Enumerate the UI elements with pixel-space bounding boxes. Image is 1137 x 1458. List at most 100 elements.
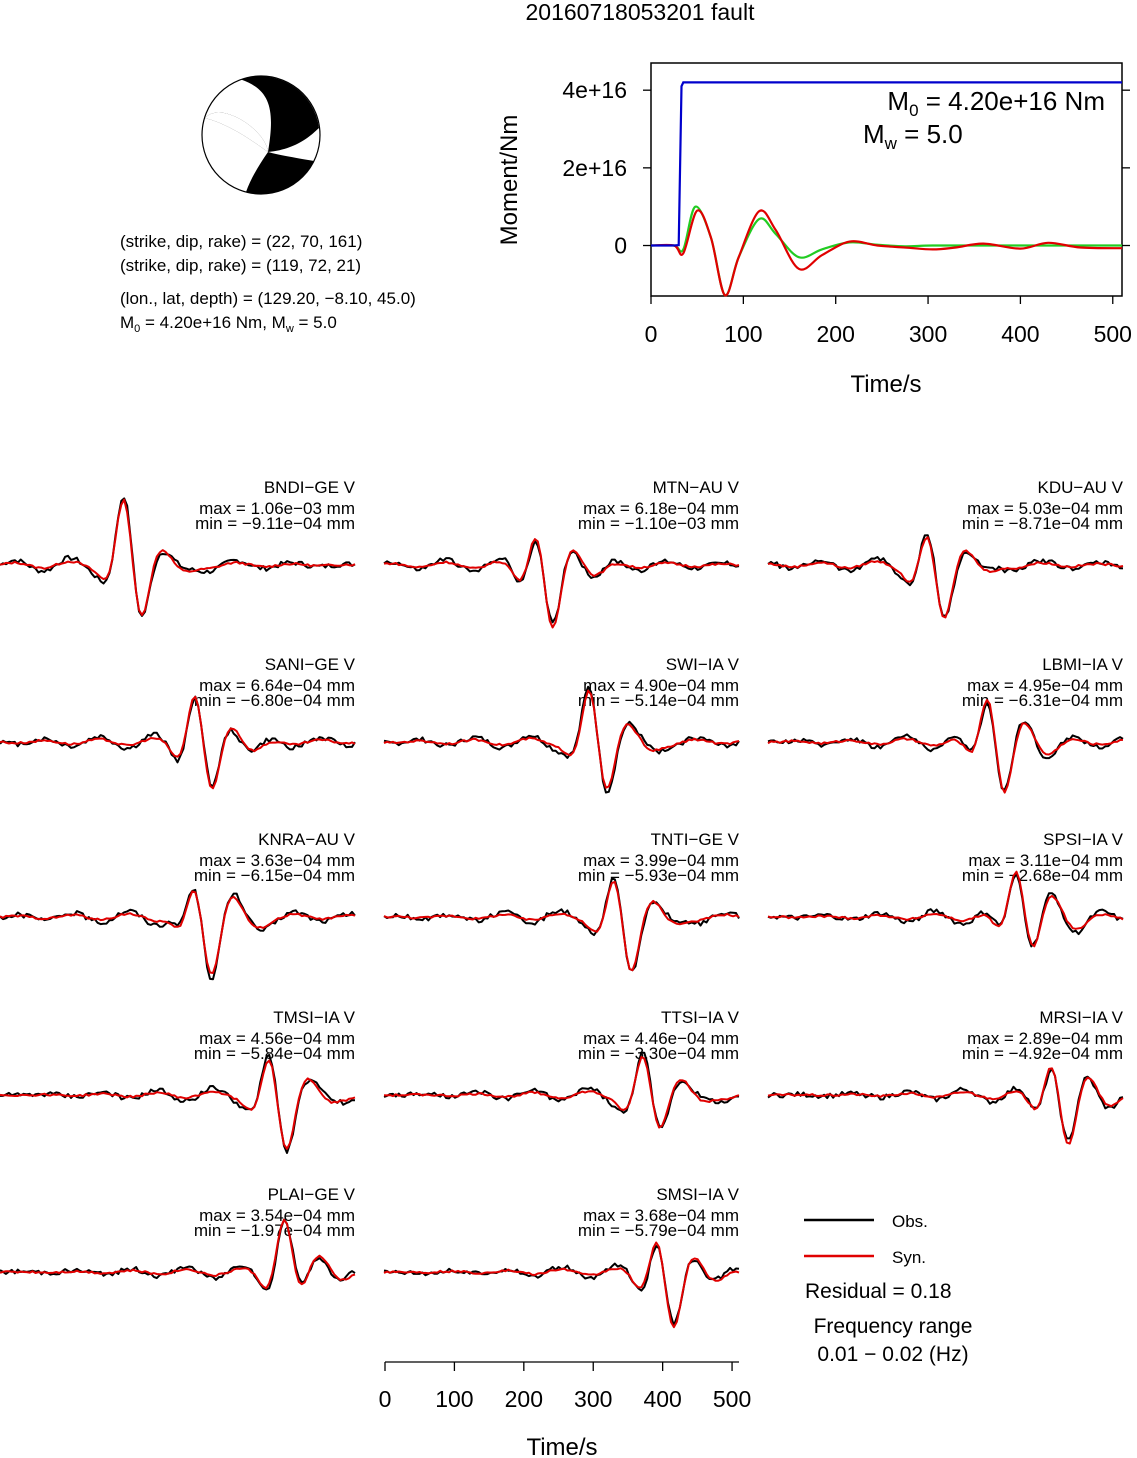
station-min: min = −3.30e−04 mm [578, 1044, 739, 1063]
moment-xlabel: Time/s [850, 371, 921, 398]
moment-y-tick-label: 4e+16 [562, 77, 627, 103]
station-min: min = −4.92e−04 mm [962, 1044, 1123, 1063]
observed-trace [767, 872, 1124, 948]
synthetic-trace [0, 498, 356, 616]
station-max: max = 4.95e−04 mm [967, 676, 1123, 695]
observed-trace [767, 700, 1124, 791]
station-name: SANI−GE V [265, 655, 356, 674]
moment-plot-series [650, 81, 1123, 297]
station-max: max = 3.99e−04 mm [583, 851, 739, 870]
station-name: TMSI−IA V [273, 1008, 355, 1027]
waveform-x-tick-label: 0 [379, 1386, 392, 1412]
moment-curve [651, 81, 1122, 247]
waveform-x-tick-label: 300 [574, 1386, 612, 1412]
station-min: min = −8.71e−04 mm [962, 514, 1123, 533]
station-min: min = −1.97e−04 mm [194, 1221, 355, 1240]
moment-plot-axes: 0 100 200 300 400 500 0 2e+16 4e+16 [562, 77, 1132, 347]
station-min: min = −9.11e−04 mm [195, 514, 355, 533]
observed-trace [767, 534, 1124, 617]
synthetic-trace [383, 1056, 740, 1129]
moment-x-tick-label: 100 [724, 321, 762, 347]
waveform-x-tick-label: 500 [713, 1386, 751, 1412]
station-min: min = −5.84e−04 mm [194, 1044, 355, 1063]
station-min: min = −2.68e−04 mm [962, 866, 1123, 885]
red-curve [650, 209, 1123, 297]
station-name: SMSI−IA V [656, 1185, 739, 1204]
frequency-range-title: Frequency range [814, 1315, 973, 1338]
moment-y-tick-label: 0 [614, 233, 627, 259]
observed-trace [0, 1053, 356, 1154]
figure-title: 20160718053201 fault [526, 0, 756, 25]
synthetic-trace [767, 536, 1124, 619]
synthetic-trace [767, 1067, 1124, 1145]
station-max: max = 5.03e−04 mm [967, 499, 1123, 518]
station-name: KNRA−AU V [258, 830, 355, 849]
station-max: max = 1.06e−03 mm [199, 499, 355, 518]
moment-x-tick-label: 500 [1094, 321, 1132, 347]
legend-obs-label: Obs. [892, 1212, 928, 1231]
moment-line: M0 = 4.20e+16 Nm, Mw = 5.0 [120, 313, 337, 335]
synthetic-trace [0, 1059, 356, 1150]
station-name: MRSI−IA V [1039, 1008, 1123, 1027]
moment-annotation-mw: Mw = 5.0 [863, 119, 963, 153]
waveform-x-tick-label: 200 [505, 1386, 543, 1412]
moment-annotation-m0: M0 = 4.20e+16 Nm [887, 86, 1105, 120]
station-min: min = −1.10e−03 mm [578, 514, 739, 533]
observed-trace [0, 888, 356, 981]
station-max: max = 3.68e−04 mm [583, 1206, 739, 1225]
mechanism-info: (strike, dip, rake) = (22, 70, 161) (str… [120, 232, 416, 335]
station-min: min = −5.14e−04 mm [578, 691, 739, 710]
station-min: min = −6.80e−04 mm [194, 691, 355, 710]
legend: Obs. Syn. Residual = 0.18 Frequency rang… [804, 1212, 972, 1366]
moment-plot: 0 100 200 300 400 500 0 2e+16 4e+16 M0 = 4.20e+1… [496, 62, 1132, 398]
station-max: max = 3.11e−04 mm [968, 851, 1123, 870]
observed-trace [383, 877, 740, 972]
observed-trace [383, 1051, 739, 1129]
legend-syn-label: Syn. [892, 1248, 926, 1267]
moment-x-tick-label: 0 [645, 321, 658, 347]
station-name: BNDI−GE V [264, 478, 356, 497]
synthetic-trace [0, 1218, 356, 1290]
beachball [201, 75, 321, 195]
synthetic-trace [0, 890, 356, 974]
station-max: max = 4.56e−04 mm [199, 1029, 355, 1048]
station-max: max = 3.54e−04 mm [199, 1206, 355, 1225]
synthetic-trace [383, 689, 740, 789]
residual-text: Residual = 0.18 [805, 1280, 952, 1303]
waveform-x-tick-label: 100 [435, 1386, 473, 1412]
moment-x-tick-label: 300 [909, 321, 947, 347]
station-max: max = 6.64e−04 mm [199, 676, 355, 695]
station-max: max = 6.18e−04 mm [583, 499, 739, 518]
station-name: SPSI−IA V [1043, 830, 1124, 849]
station-name: PLAI−GE V [268, 1185, 356, 1204]
moment-ylabel: Moment/Nm [496, 115, 523, 246]
synthetic-trace [383, 538, 740, 629]
nodal-plane-1: (strike, dip, rake) = (22, 70, 161) [120, 232, 362, 251]
station-name: TNTI−GE V [651, 830, 740, 849]
station-name: KDU−AU V [1038, 478, 1124, 497]
observed-trace [383, 539, 740, 624]
synthetic-trace [383, 880, 740, 972]
waveform-xlabel: Time/s [526, 1434, 597, 1458]
station-min: min = −6.15e−04 mm [194, 866, 355, 885]
observed-trace [383, 1245, 740, 1327]
station-max: max = 2.89e−04 mm [967, 1029, 1123, 1048]
moment-y-tick-label: 2e+16 [562, 155, 627, 181]
moment-x-tick-label: 400 [1001, 321, 1039, 347]
station-name: MTN−AU V [653, 478, 740, 497]
green-curve [650, 205, 1122, 297]
beachball-quadrant-1 [241, 76, 319, 152]
waveform-time-axis: Time/s 0 100 200 300 400 500 [379, 1361, 751, 1458]
